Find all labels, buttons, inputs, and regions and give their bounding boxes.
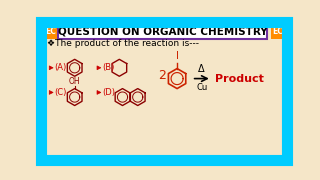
Text: QUESTION ON ORGANIC CHEMISTRY: QUESTION ON ORGANIC CHEMISTRY	[58, 27, 267, 37]
Text: (B): (B)	[102, 63, 115, 72]
Polygon shape	[49, 66, 53, 70]
FancyBboxPatch shape	[271, 25, 284, 39]
FancyBboxPatch shape	[58, 25, 267, 39]
Text: Δ: Δ	[198, 64, 205, 74]
Text: ❖The product of the reaction is---: ❖The product of the reaction is---	[47, 39, 199, 48]
Polygon shape	[97, 91, 101, 94]
Text: I: I	[176, 51, 179, 61]
Text: (A): (A)	[55, 63, 67, 72]
Text: (D): (D)	[102, 88, 116, 97]
Text: OH: OH	[69, 77, 81, 86]
Polygon shape	[97, 66, 101, 70]
FancyBboxPatch shape	[44, 25, 57, 39]
Text: (C): (C)	[55, 88, 67, 97]
Text: 2: 2	[158, 69, 166, 82]
Text: Cu: Cu	[196, 83, 207, 92]
Text: EC: EC	[272, 27, 283, 36]
Text: Product: Product	[215, 74, 264, 84]
Polygon shape	[49, 91, 53, 94]
Text: EC: EC	[45, 27, 56, 36]
